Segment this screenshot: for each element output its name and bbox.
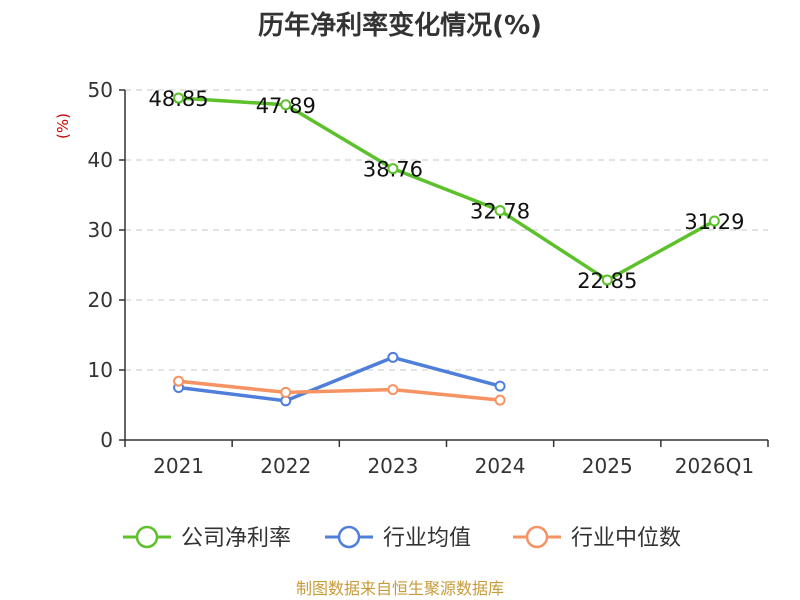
x-tick-label-2026Q1: 2026Q1 bbox=[675, 454, 754, 478]
series-line-2 bbox=[178, 379, 501, 402]
series-2-point-2024 bbox=[494, 394, 506, 406]
series-2-point-2021 bbox=[173, 375, 185, 387]
series-2-point-2023 bbox=[387, 384, 399, 396]
legend-swatch-marker-2 bbox=[525, 525, 549, 549]
legend-swatch-marker-1 bbox=[337, 525, 361, 549]
x-tick-label-2021: 2021 bbox=[153, 454, 204, 478]
data-label-2023: 38.76 bbox=[363, 158, 423, 182]
data-label-2025: 22.85 bbox=[577, 269, 637, 293]
legend-label-2: 行业中位数 bbox=[571, 526, 681, 551]
legend-label-0: 公司净利率 bbox=[181, 526, 291, 551]
axes: 0 10 20 30 40 50 2021 2022 2023 2024 2025 2026Q1 bbox=[88, 78, 769, 478]
chart-title: 历年净利率变化情况(%) bbox=[258, 10, 542, 41]
series-line-0 bbox=[178, 96, 716, 282]
x-tick-label-2024: 2024 bbox=[475, 454, 526, 478]
data-label-2024: 32.78 bbox=[470, 200, 530, 224]
data-labels: 48.85 47.89 38.76 32.78 22.85 31.29 bbox=[149, 87, 745, 293]
series-lines bbox=[173, 92, 720, 407]
x-tick-label-2023: 2023 bbox=[367, 454, 418, 478]
y-tick-label-10: 10 bbox=[88, 358, 113, 382]
gridlines bbox=[125, 89, 768, 371]
x-tick-label-2022: 2022 bbox=[260, 454, 311, 478]
series-0-point-2022 bbox=[280, 99, 292, 111]
legend-label-1: 行业均值 bbox=[383, 526, 471, 551]
series-0-point-2026Q1 bbox=[708, 215, 720, 227]
y-tick-label-30: 30 bbox=[88, 218, 113, 242]
series-0-point-2021 bbox=[173, 92, 185, 104]
legend-item-2[interactable]: 行业中位数 bbox=[513, 525, 681, 551]
data-label-2022: 47.89 bbox=[256, 94, 316, 118]
y-tick-label-50: 50 bbox=[88, 78, 113, 102]
source-note: 制图数据来自恒生聚源数据库 bbox=[296, 579, 504, 598]
series-0-point-2025 bbox=[601, 274, 613, 286]
series-1-point-2024 bbox=[494, 380, 506, 392]
y-axis-label: (%) bbox=[54, 113, 72, 139]
series-1-point-2023 bbox=[387, 351, 399, 363]
legend[interactable]: 公司净利率 行业均值 行业中位数 bbox=[123, 525, 681, 551]
y-tick-label-40: 40 bbox=[88, 148, 113, 172]
series-2-point-2022 bbox=[280, 386, 292, 398]
series-line-1 bbox=[178, 355, 501, 403]
series-0-point-2023 bbox=[387, 163, 399, 175]
data-label-2026Q1: 31.29 bbox=[684, 210, 744, 234]
series-0-point-2024 bbox=[494, 205, 506, 217]
y-tick-label-0: 0 bbox=[100, 428, 113, 452]
x-tick-label-2025: 2025 bbox=[582, 454, 633, 478]
legend-swatch-marker-0 bbox=[135, 525, 159, 549]
legend-item-1[interactable]: 行业均值 bbox=[325, 525, 471, 551]
legend-item-0[interactable]: 公司净利率 bbox=[123, 525, 291, 551]
data-label-2021: 48.85 bbox=[149, 87, 209, 111]
y-tick-label-20: 20 bbox=[88, 288, 113, 312]
